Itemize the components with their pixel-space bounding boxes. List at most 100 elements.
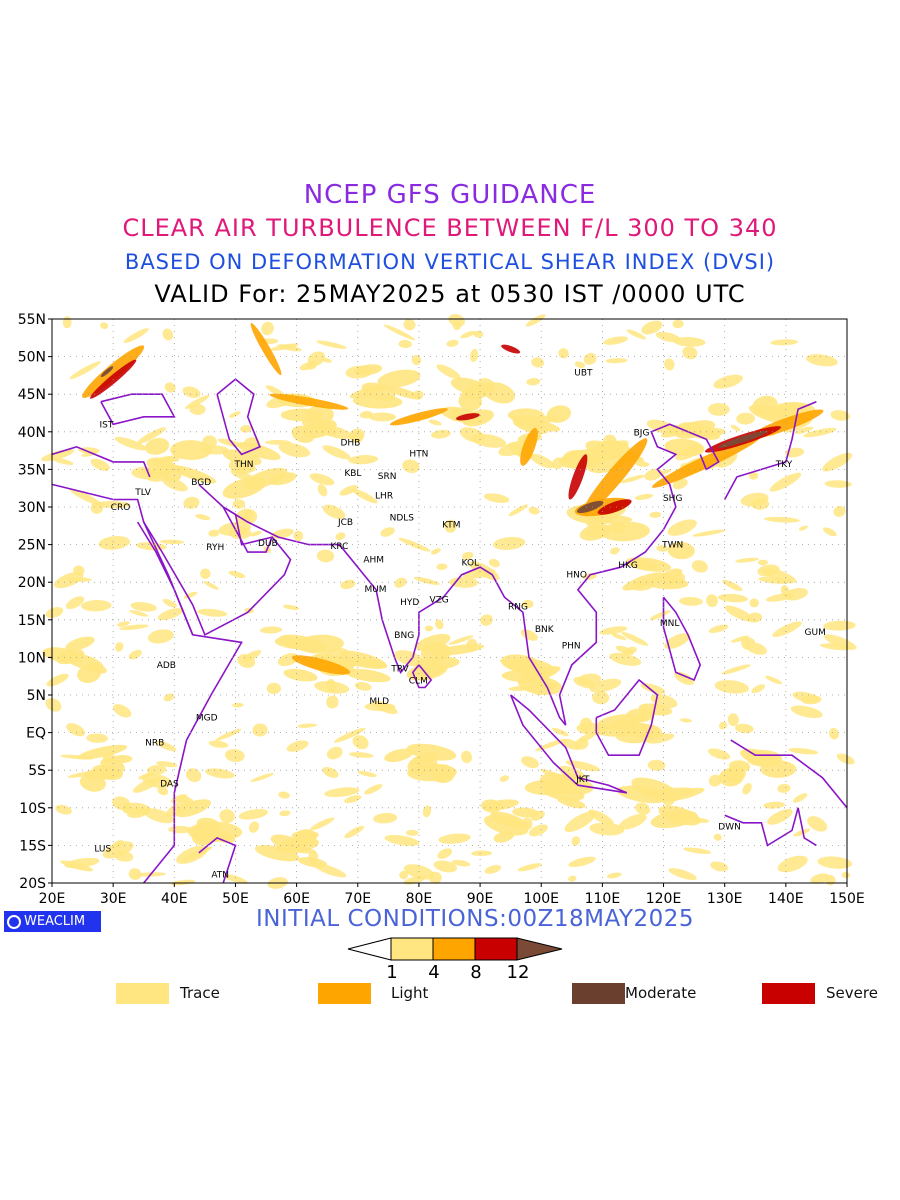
light-patch xyxy=(82,345,145,398)
trace-patch xyxy=(435,619,444,630)
lat-label: 40N xyxy=(18,425,46,441)
lat-label: 5N xyxy=(27,688,46,704)
trace-patch xyxy=(718,721,728,730)
colorbar-label-8: 8 xyxy=(470,962,482,983)
trace-patch xyxy=(65,596,85,610)
trace-patch xyxy=(568,875,577,882)
trace-patch xyxy=(751,684,766,694)
trace-patch xyxy=(460,330,476,339)
trace-patch xyxy=(223,874,248,884)
coastline xyxy=(558,423,720,726)
trace-patch xyxy=(664,358,675,371)
trace-patch xyxy=(182,846,213,861)
trace-patch xyxy=(757,564,780,577)
trace-patch xyxy=(741,637,750,650)
station-srn: SRN xyxy=(378,472,397,482)
trace-patch xyxy=(238,809,269,820)
trace-patch xyxy=(448,635,474,645)
trace-patch xyxy=(488,558,500,568)
trace-patch xyxy=(698,427,726,437)
trace-patch xyxy=(667,541,695,560)
trace-patch xyxy=(40,449,75,462)
trace-patch xyxy=(250,772,274,782)
trace-patch xyxy=(217,438,245,448)
trace-patch xyxy=(243,467,288,490)
trace-patch xyxy=(235,508,254,523)
trace-patch xyxy=(384,834,420,846)
turbulence-patches xyxy=(40,314,857,889)
moderate-patch xyxy=(718,430,768,448)
colorbar-high-arrow xyxy=(516,937,563,961)
trace-patch xyxy=(471,850,493,857)
trace-patch xyxy=(254,845,300,862)
trace-patch xyxy=(606,872,622,879)
moderate-patch xyxy=(100,366,114,378)
station-mnl: MNL xyxy=(660,619,680,629)
station-hno: HNO xyxy=(566,571,587,581)
trace-patch xyxy=(286,740,309,752)
station-lus: LUS xyxy=(94,844,111,854)
trace-patch xyxy=(589,822,625,836)
trace-patch xyxy=(635,461,650,467)
trace-patch xyxy=(707,402,730,416)
coastline xyxy=(730,739,848,809)
station-kbl: KBL xyxy=(344,469,361,479)
trace-patch xyxy=(470,348,479,362)
trace-patch xyxy=(433,860,458,873)
trace-patch xyxy=(510,415,561,432)
trace-patch xyxy=(668,868,697,881)
trace-patch xyxy=(431,429,451,439)
trace-patch xyxy=(438,833,471,844)
trace-patch xyxy=(326,695,339,709)
coastline xyxy=(662,596,702,682)
station-ryh: RYH xyxy=(206,543,224,553)
trace-patch xyxy=(354,681,372,691)
trace-patch xyxy=(283,668,318,682)
trace-patch xyxy=(823,620,856,631)
trace-patch xyxy=(237,441,281,461)
trace-patch xyxy=(481,799,502,813)
trace-patch xyxy=(674,671,694,686)
grid-lines xyxy=(52,319,847,883)
station-phn: PHN xyxy=(562,641,581,651)
trace-patch xyxy=(339,485,359,496)
trace-patch xyxy=(721,664,751,675)
trace-patch xyxy=(340,579,356,590)
trace-patch xyxy=(215,728,242,741)
station-dub: DUB xyxy=(258,539,278,549)
trace-patch xyxy=(162,328,174,341)
trace-patch xyxy=(126,807,149,819)
lat-label: 10S xyxy=(19,801,46,817)
light-patch xyxy=(651,435,761,488)
trace-patch xyxy=(769,472,802,492)
trace-patch xyxy=(664,633,690,650)
trace-patch xyxy=(772,621,802,638)
station-mld: MLD xyxy=(369,697,389,707)
trace-patch xyxy=(98,535,131,550)
station-ndls: NDLS xyxy=(390,514,415,524)
trace-patch xyxy=(384,748,414,763)
trace-patch xyxy=(446,339,459,347)
trace-patch xyxy=(836,753,855,765)
trace-patch xyxy=(649,610,671,621)
trace-patch xyxy=(708,624,729,634)
trace-patch xyxy=(564,811,596,833)
trace-patch xyxy=(191,826,218,846)
trace-patch xyxy=(260,626,283,634)
trace-patch xyxy=(162,598,177,608)
lon-label: 100E xyxy=(523,891,559,907)
colorbar-bin-trace xyxy=(390,937,434,961)
station-hyd: HYD xyxy=(400,598,419,608)
trace-patch xyxy=(531,357,545,368)
station-dhb: DHB xyxy=(340,438,360,448)
trace-patch xyxy=(508,504,528,517)
trace-patch xyxy=(270,834,307,853)
trace-patch xyxy=(451,859,471,867)
trace-patch xyxy=(777,783,791,793)
lat-label: 20S xyxy=(19,876,46,892)
trace-patch xyxy=(428,871,442,884)
trace-patch xyxy=(334,727,366,743)
trace-patch xyxy=(157,608,183,621)
trace-patch xyxy=(305,360,318,370)
trace-patch xyxy=(646,733,675,744)
